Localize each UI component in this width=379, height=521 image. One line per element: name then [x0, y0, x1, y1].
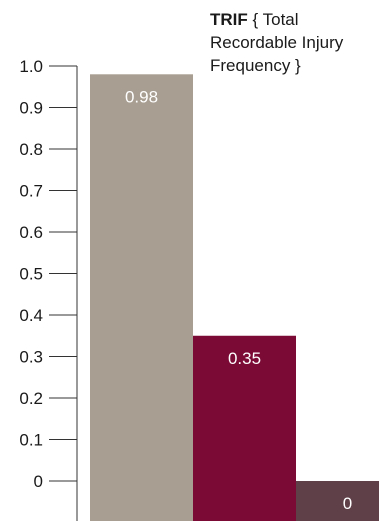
chart-title-rest: { Total Recordable Injury Frequency }: [210, 10, 344, 75]
y-tick-label: 0.9: [19, 99, 43, 118]
y-tick-label: 0.4: [19, 306, 43, 325]
y-tick-label: 0.6: [19, 223, 43, 242]
bar: [193, 335, 296, 521]
data-label: 0.98: [125, 87, 158, 106]
y-tick-label: 0.3: [19, 348, 43, 367]
chart-title: TRIF { Total Recordable Injury Frequency…: [210, 8, 378, 77]
y-tick-label: 0.2: [19, 389, 43, 408]
y-tick-label: 0.1: [19, 431, 43, 450]
chart-title-bold: TRIF: [210, 10, 248, 29]
data-label: 0: [343, 494, 352, 513]
y-tick-label: 0.7: [19, 182, 43, 201]
data-label: 0.35: [228, 349, 261, 368]
bar: [90, 74, 193, 521]
y-tick-label: 0.5: [19, 265, 43, 284]
y-tick-label: 0: [34, 472, 43, 491]
bar: [296, 481, 379, 521]
y-tick-label: 1.0: [19, 57, 43, 76]
y-tick-label: 0.8: [19, 140, 43, 159]
